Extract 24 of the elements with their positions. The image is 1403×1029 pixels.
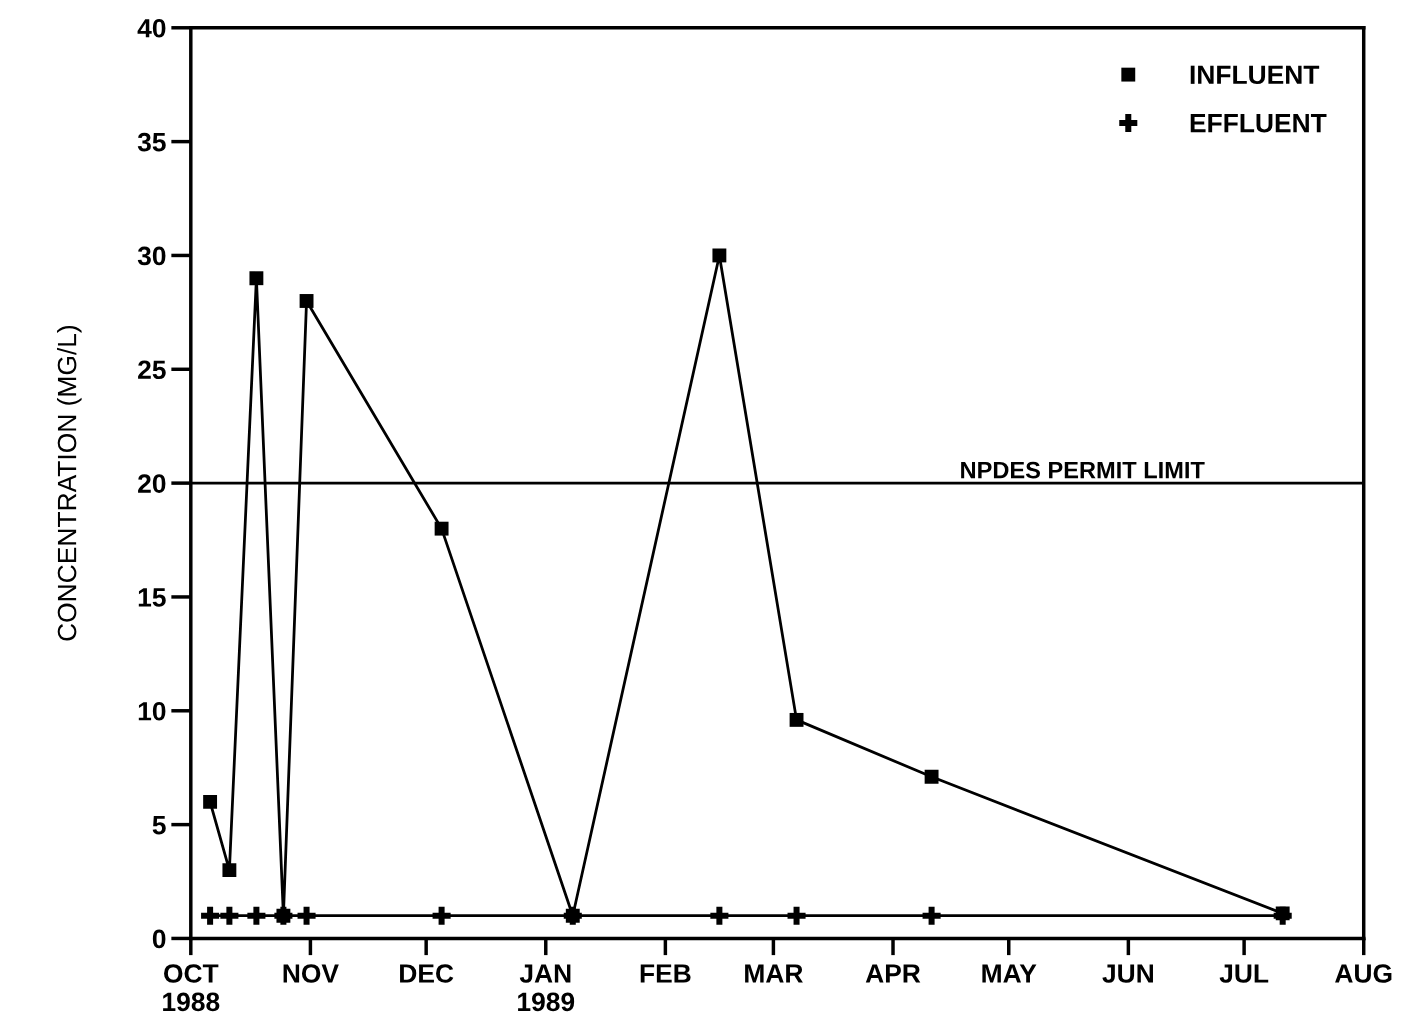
x-tick-label: OCT 1988 <box>163 964 220 1012</box>
legend-label: EFFLUENT <box>1190 114 1327 133</box>
y-tick-label: 35 <box>137 132 166 152</box>
x-tick-label: JAN 1989 <box>518 964 575 1012</box>
x-tick-label: JUL <box>1219 964 1269 983</box>
y-tick-label: 10 <box>138 701 166 721</box>
legend-label: INFLUENT <box>1190 65 1320 85</box>
x-tick-label: NOV <box>283 964 339 983</box>
y-tick-label: 15 <box>138 588 166 607</box>
y-tick-label: 40 <box>137 18 166 38</box>
x-tick-label: DEC <box>400 964 454 983</box>
y-axis-title: CONCENTRATION (MG/L) <box>57 325 82 641</box>
x-tick-label: APR <box>865 964 921 983</box>
y-tick-label: 30 <box>137 246 166 266</box>
y-tick-label: 0 <box>152 929 166 949</box>
x-tick-label: FEB <box>640 964 691 983</box>
y-tick-label: 25 <box>138 360 166 380</box>
x-tick-label: AUG <box>1335 964 1392 983</box>
x-tick-label: MAR <box>745 964 803 983</box>
x-tick-label: JUN <box>1102 964 1153 983</box>
x-tick-label: MAY <box>982 964 1037 983</box>
ref-line-label: NPDES PERMIT LIMIT <box>961 461 1205 479</box>
y-tick-label: 20 <box>138 474 166 493</box>
y-tick-label: 5 <box>152 816 166 835</box>
